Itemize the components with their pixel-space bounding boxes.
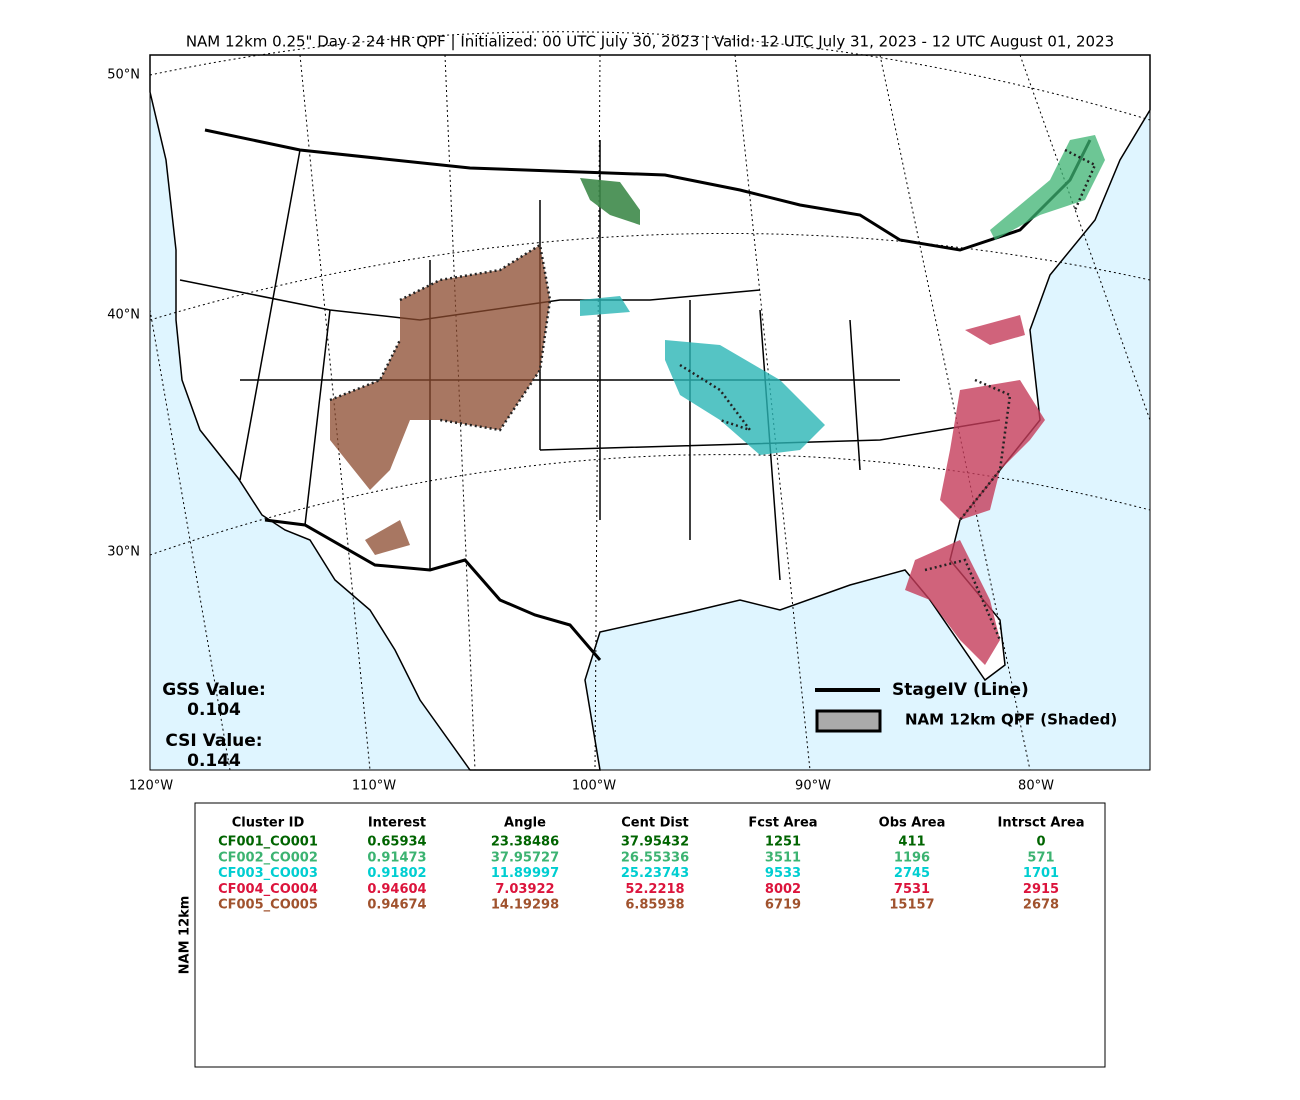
qpf-cyan [580,296,825,455]
table-header: Fcst Area [748,816,817,831]
table-cell: 52.2218 [625,882,684,897]
us-canada-border [204,128,1092,252]
table-cell: 14.19298 [491,898,559,913]
table-header: Intrsct Area [998,816,1085,831]
table-cell: 9533 [765,866,801,881]
table-cell: 37.95727 [491,850,559,865]
table-cell: CF001_CO001 [218,835,318,850]
table-cell: 0.91473 [367,850,426,865]
lon-label: 90°W [795,779,831,794]
lat-label: 30°N [107,545,140,560]
table-cell: 7531 [894,882,930,897]
lat-label: 40°N [107,308,140,323]
csi-label: CSI Value: [165,731,262,751]
table-cell: 0.91802 [367,866,426,881]
stageiv-contours [329,148,1097,641]
table-cell: 6719 [765,898,801,913]
table-cell: 15157 [889,898,934,913]
legend-line-label: StageIV (Line) [892,680,1029,700]
table-cell: 1196 [894,850,930,865]
gss-value: 0.104 [187,700,241,720]
lon-label: 100°W [572,779,616,794]
table-cell: 571 [1027,850,1054,865]
table-cell: 2745 [894,866,930,881]
table-frame [194,802,1106,1068]
csi-value: 0.144 [187,751,241,771]
table-cell: 26.55336 [621,850,689,865]
qpf-green [990,135,1105,240]
gss-label: GSS Value: [162,680,266,700]
table-cell: 11.89997 [491,866,559,881]
land [149,54,1151,771]
table-cell: 37.95432 [621,835,689,850]
lon-label: 120°W [129,779,173,794]
lon-label: 80°W [1018,779,1054,794]
lon-label: 110°W [352,779,396,794]
legend-shaded-label: NAM 12km QPF (Shaded) [905,711,1117,729]
table-cell: CF005_CO005 [218,898,318,913]
lat-label: 50°N [107,68,140,83]
table-cell: 411 [898,835,925,850]
table-cell: 1701 [1023,866,1059,881]
table-cell: 0.94674 [367,898,426,913]
title: NAM 12km 0.25" Day 2 24 HR QPF | Initial… [186,33,1114,51]
table-cell: 3511 [765,850,801,865]
table-cell: 8002 [765,882,801,897]
table-cell: 25.23743 [621,866,689,881]
table-header: Angle [504,816,546,831]
table-cell: 0.65934 [367,835,426,850]
table-header: Cluster ID [232,816,305,831]
table-cell: 1251 [765,835,801,850]
table-cell: CF002_CO002 [218,850,318,865]
table-side-label: NAM 12km [178,896,193,975]
qpf-green-dark [580,178,640,225]
map-frame [149,54,1151,771]
qpf-brown [330,245,550,555]
table-header: Cent Dist [621,816,689,831]
table-cell: 2915 [1023,882,1059,897]
map: StageIV (Line) NAM 12km QPF (Shaded) GSS… [149,31,1151,771]
table-cell: CF004_CO004 [218,882,318,897]
legend-shaded-key [815,709,882,733]
graticule [149,31,1151,771]
table-cell: 2678 [1023,898,1059,913]
table-header: Interest [368,816,426,831]
table-cell: CF003_CO003 [218,866,318,881]
table-cell: 23.38486 [491,835,559,850]
table-header: Obs Area [879,816,946,831]
table-cell: 7.03922 [495,882,554,897]
table-cell: 0 [1036,835,1045,850]
us-mexico-border [264,518,602,661]
table-cell: 0.94604 [367,882,426,897]
table-cell: 6.85938 [625,898,684,913]
